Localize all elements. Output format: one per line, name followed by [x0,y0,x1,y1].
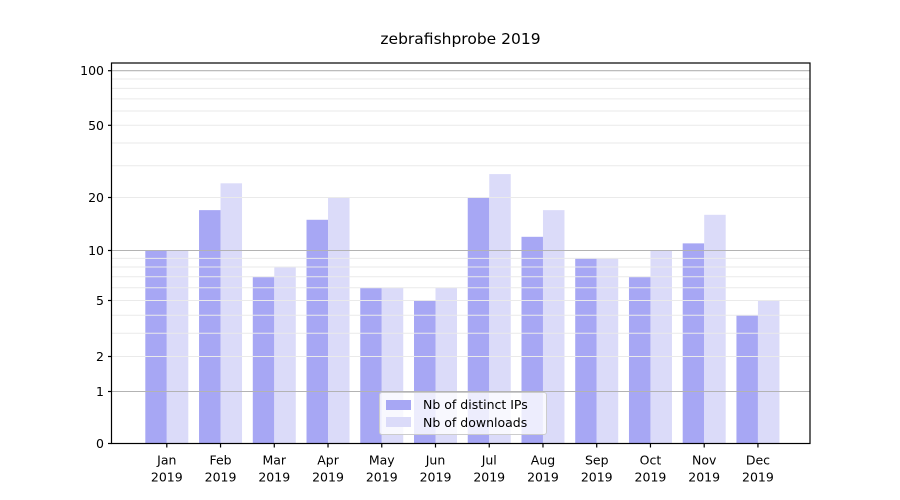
x-tick-label-year-mar: 2019 [258,470,290,485]
y-tick-label-50: 50 [88,118,104,133]
x-tick-label-month-mar: Mar [262,453,286,468]
x-tick-label-month-jun: Jun [425,453,446,468]
x-tick-label-month-apr: Apr [317,453,339,468]
y-tick-label-20: 20 [88,190,104,205]
x-tick-label-year-may: 2019 [366,470,398,485]
x-tick-label-year-nov: 2019 [688,470,720,485]
x-tick-label-month-dec: Dec [746,453,770,468]
y-tick-label-100: 100 [80,63,104,78]
bar-downloads-mar [274,267,296,444]
x-tick-label-month-jan: Jan [156,453,176,468]
x-tick-label-year-dec: 2019 [742,470,774,485]
x-tick-label-year-jun: 2019 [420,470,452,485]
x-tick-label-month-oct: Oct [640,453,662,468]
legend-swatch-downloads [386,417,411,428]
x-tick-label-year-jul: 2019 [473,470,505,485]
bar-downloads-dec [757,300,780,444]
bar-distinct-ips-jul [467,197,490,444]
y-tick-label-2: 2 [96,349,104,364]
legend-label-distinct-ips: Nb of distinct IPs [423,397,528,413]
bar-downloads-feb [220,183,243,444]
legend-swatch-distinct-ips [386,399,411,410]
y-tick-label-5: 5 [96,293,104,308]
bar-downloads-jan [166,250,189,444]
bar-downloads-oct [650,250,672,444]
bar-distinct-ips-nov [682,243,705,444]
x-tick-label-year-oct: 2019 [635,470,667,485]
bar-distinct-ips-sep [575,258,597,444]
bar-distinct-ips-apr [306,219,329,444]
x-tick-label-month-aug: Aug [531,453,555,468]
legend-label-downloads: Nb of downloads [423,414,528,430]
bar-distinct-ips-may [360,287,382,444]
legend-item-distinct-ips: Nb of distinct IPs [386,397,540,412]
y-tick-label-10: 10 [88,243,104,258]
bar-distinct-ips-jan [145,250,167,444]
x-tick-label-month-sep: Sep [585,453,609,468]
x-tick-label-month-feb: Feb [209,453,231,468]
x-tick-label-month-jul: Jul [481,453,497,468]
plot-border [110,62,811,445]
bar-downloads-sep [596,258,619,444]
legend: Nb of distinct IPs Nb of downloads [379,392,547,435]
bar-downloads-apr [328,197,350,444]
x-tick-label-year-apr: 2019 [312,470,344,485]
x-tick-label-month-nov: Nov [692,453,717,468]
bar-downloads-jul [489,174,511,444]
x-tick-label-year-jan: 2019 [151,470,183,485]
x-tick-label-year-feb: 2019 [205,470,237,485]
x-tick-label-month-may: May [369,453,395,468]
bar-distinct-ips-dec [736,315,758,444]
bar-distinct-ips-oct [628,276,651,444]
bar-downloads-nov [704,214,726,444]
legend-item-downloads: Nb of downloads [386,415,540,430]
bar-distinct-ips-mar [252,276,275,444]
chart-title: zebrafishprobe 2019 [380,30,541,48]
x-tick-label-year-sep: 2019 [581,470,613,485]
y-tick-label-0: 0 [96,436,104,451]
bar-downloads-aug [542,210,565,444]
x-tick-label-year-aug: 2019 [527,470,559,485]
bar-distinct-ips-feb [199,210,221,444]
y-tick-label-1: 1 [96,384,104,399]
